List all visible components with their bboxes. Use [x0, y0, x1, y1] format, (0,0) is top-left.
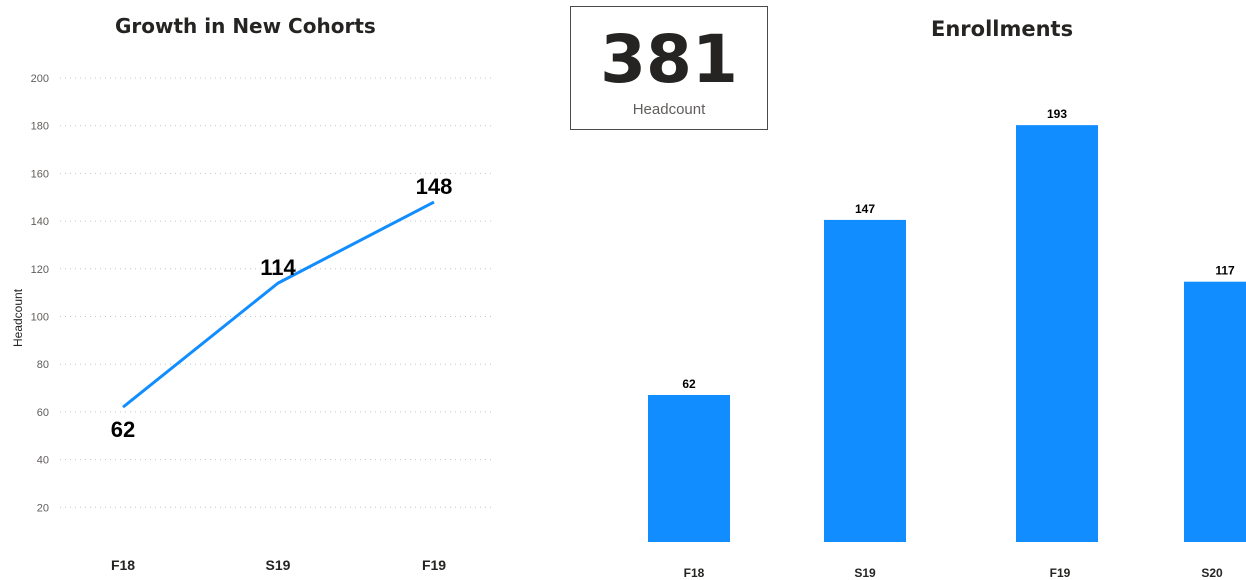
- x-tick-label: F19: [1050, 566, 1071, 580]
- headcount-card: 381 Headcount: [570, 6, 768, 130]
- y-tick-label: 160: [31, 168, 49, 180]
- data-label: 62: [111, 417, 135, 442]
- bar: [824, 219, 906, 542]
- y-tick-label: 200: [31, 73, 49, 85]
- series-line: [122, 200, 435, 409]
- data-label: 147: [855, 202, 875, 216]
- data-label: 114: [260, 255, 296, 280]
- headcount-value: 381: [600, 21, 738, 98]
- x-tick-label: F18: [111, 557, 135, 573]
- x-tick-label: S20: [1201, 566, 1223, 580]
- data-label: 117: [1215, 264, 1235, 278]
- x-tick-label: S19: [266, 557, 291, 573]
- line-chart-title: Growth in New Cohorts: [115, 14, 376, 38]
- data-label: 148: [416, 174, 453, 199]
- y-tick-label: 140: [31, 216, 49, 228]
- line-chart: 20 40 60 80 100 120 140 160 180 200 Headcount F18 S1…: [11, 73, 495, 573]
- y-tick-label: 80: [37, 359, 49, 371]
- x-tick-label: F18: [684, 566, 705, 580]
- y-tick-label: 120: [31, 264, 49, 276]
- x-tick-label: S19: [854, 566, 876, 580]
- bar-chart: 62 F18 147 S19 193 F19 117 S20: [648, 107, 1246, 580]
- y-tick-label: 60: [37, 407, 49, 419]
- bar: [648, 395, 730, 542]
- data-label: 193: [1047, 107, 1067, 121]
- x-tick-label: F19: [422, 557, 446, 573]
- bar: [1016, 125, 1098, 542]
- y-tick-label: 20: [37, 502, 49, 514]
- y-tick-label: 100: [31, 312, 49, 324]
- headcount-label: Headcount: [632, 101, 706, 118]
- bar: [1184, 281, 1246, 542]
- y-tick-label: 180: [31, 121, 49, 133]
- y-tick-label: 40: [37, 455, 49, 467]
- data-label: 62: [682, 377, 696, 391]
- y-axis-label: Headcount: [11, 288, 25, 347]
- bar-chart-title: Enrollments: [931, 17, 1074, 41]
